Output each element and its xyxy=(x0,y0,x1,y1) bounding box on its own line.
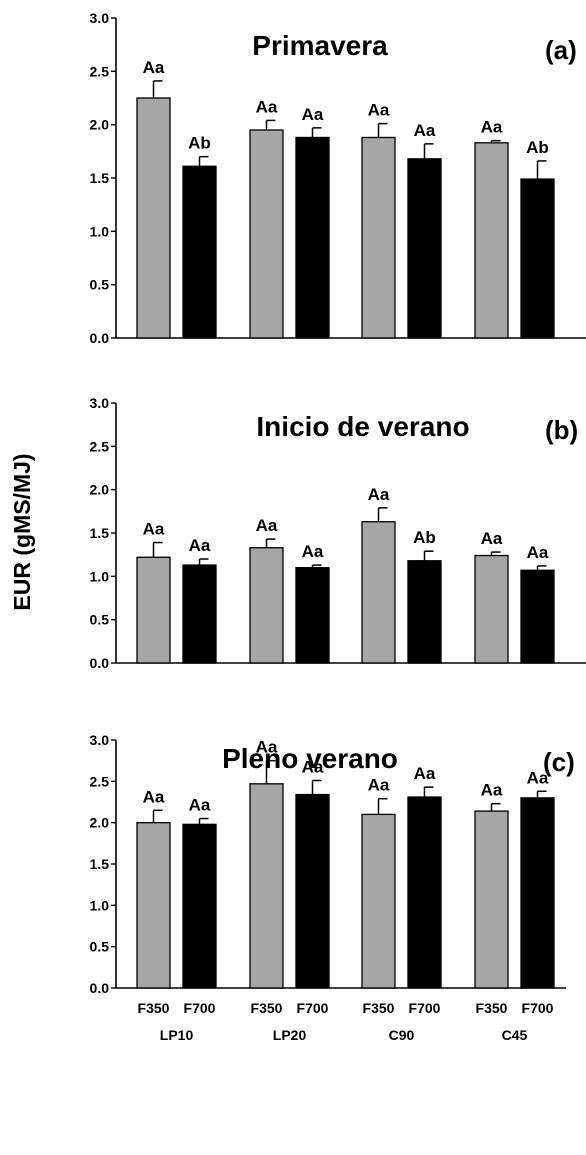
y-tick-label: 2.5 xyxy=(90,63,110,79)
bar-f350 xyxy=(361,136,396,339)
bar-f350 xyxy=(361,521,396,664)
x-tick-label: F700 xyxy=(184,1000,216,1016)
significance-label: Aa xyxy=(189,536,211,555)
bar-f700 xyxy=(295,567,330,664)
y-tick-label: 2.0 xyxy=(90,482,110,498)
panel-label: (b) xyxy=(545,415,578,445)
bar-f700 xyxy=(520,178,555,339)
bar-f350 xyxy=(361,813,396,989)
bar-f350 xyxy=(136,556,171,664)
panel-label: (c) xyxy=(543,747,575,777)
x-tick-label: F350 xyxy=(138,1000,170,1016)
significance-label: Aa xyxy=(143,787,165,806)
significance-label: Aa xyxy=(302,105,324,124)
bar-f700 xyxy=(295,793,330,989)
bar-f700 xyxy=(182,165,217,339)
y-axis-label: EUR (gMS/MJ) xyxy=(9,453,35,610)
bar-f700 xyxy=(407,796,442,989)
y-tick-label: 0.5 xyxy=(90,612,110,628)
x-tick-label: F700 xyxy=(297,1000,329,1016)
significance-label: Aa xyxy=(481,529,503,548)
significance-label: Ab xyxy=(413,528,436,547)
chart-panel: Inicio de verano (b) 0.0 0.5 1.0 1.5 2.0 2.5 3.0… xyxy=(90,395,586,671)
x-group-label: C45 xyxy=(502,1027,528,1043)
y-tick-label: 0.5 xyxy=(90,939,110,955)
significance-label: Aa xyxy=(368,485,390,504)
chart-title: Primavera xyxy=(252,30,388,61)
x-tick-label: F350 xyxy=(251,1000,283,1016)
x-tick-label: F350 xyxy=(363,1000,395,1016)
y-tick-label: 3.0 xyxy=(90,395,110,411)
bar-f700 xyxy=(407,158,442,339)
y-tick-label: 1.0 xyxy=(90,568,110,584)
x-group-label: C90 xyxy=(389,1027,415,1043)
significance-label: Ab xyxy=(526,138,549,157)
significance-label: Aa xyxy=(527,543,549,562)
y-tick-label: 3.0 xyxy=(90,732,110,748)
chart-panel: Primavera (a) 0.0 0.5 1.0 1.5 2.0 2.5 3.0 Aa Aa Aa A… xyxy=(90,10,586,346)
bar-f700 xyxy=(182,564,217,664)
significance-label: Aa xyxy=(256,516,278,535)
bar-f350 xyxy=(136,97,171,339)
y-tick-label: 2.5 xyxy=(90,438,110,454)
bar-f700 xyxy=(407,560,442,664)
y-tick-label: 0.0 xyxy=(90,980,110,996)
significance-label: Aa xyxy=(256,97,278,116)
bar-f350 xyxy=(474,810,509,989)
significance-label: Aa xyxy=(143,520,165,539)
significance-label: Aa xyxy=(189,796,211,815)
panel-label: (a) xyxy=(545,35,577,65)
significance-label: Aa xyxy=(481,781,503,800)
x-tick-label: F700 xyxy=(522,1000,554,1016)
y-tick-label: 1.5 xyxy=(90,170,110,186)
bar-f350 xyxy=(474,142,509,339)
chart-panels: Primavera (a) 0.0 0.5 1.0 1.5 2.0 2.5 3.0 Aa Aa Aa A… xyxy=(90,10,586,1043)
significance-label: Aa xyxy=(414,121,436,140)
y-tick-label: 2.0 xyxy=(90,117,110,133)
y-tick-label: 1.0 xyxy=(90,897,110,913)
bar-f350 xyxy=(249,783,284,989)
y-tick-label: 2.0 xyxy=(90,815,110,831)
y-tick-label: 2.5 xyxy=(90,773,110,789)
chart-title: Inicio de verano xyxy=(256,411,469,442)
y-tick-label: 0.0 xyxy=(90,330,110,346)
y-tick-label: 3.0 xyxy=(90,10,110,26)
chart-panel: Pleno verano (c) 0.0 0.5 1.0 1.5 2.0 2.5 3.0 Aa Aa… xyxy=(90,732,575,1043)
bar-f350 xyxy=(136,822,171,989)
significance-label: Aa xyxy=(414,764,436,783)
y-tick-label: 1.5 xyxy=(90,525,110,541)
significance-label: Aa xyxy=(302,758,324,777)
bar-f350 xyxy=(249,547,284,664)
bar-f700 xyxy=(182,823,217,989)
significance-label: Aa xyxy=(256,738,278,757)
significance-label: Aa xyxy=(302,542,324,561)
chart-title: Pleno verano xyxy=(222,743,398,774)
y-tick-label: 1.5 xyxy=(90,856,110,872)
x-tick-label: F350 xyxy=(476,1000,508,1016)
bar-f700 xyxy=(520,797,555,989)
x-group-label: LP10 xyxy=(160,1027,194,1043)
x-group-label: LP20 xyxy=(273,1027,307,1043)
bar-f350 xyxy=(249,129,284,339)
y-tick-label: 0.5 xyxy=(90,277,110,293)
bar-f700 xyxy=(295,136,330,339)
significance-label: Aa xyxy=(368,776,390,795)
y-tick-label: 1.0 xyxy=(90,223,110,239)
significance-label: Aa xyxy=(527,768,549,787)
significance-label: Aa xyxy=(368,101,390,120)
y-tick-label: 0.0 xyxy=(90,655,110,671)
significance-label: Aa xyxy=(481,118,503,137)
significance-label: Ab xyxy=(188,134,211,153)
bar-f350 xyxy=(474,554,509,664)
significance-label: Aa xyxy=(143,58,165,77)
bar-f700 xyxy=(520,569,555,664)
x-tick-label: F700 xyxy=(409,1000,441,1016)
